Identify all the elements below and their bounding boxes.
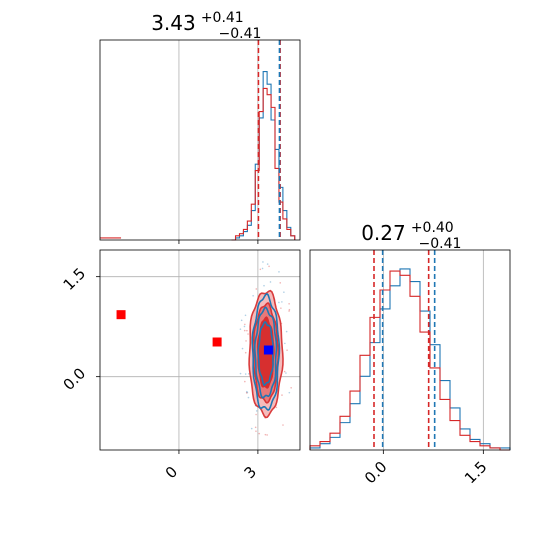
y-axis-ticks: 0.0 1.5 [60,264,100,394]
title-upper-error: +0.41 [201,10,244,26]
sample-point [240,319,243,322]
histogram-panel-parameter-2: 0.0 1.5 0.27 +0.40 −0.41 [309,217,511,487]
sample-point [245,392,248,394]
sample-point [278,301,280,304]
title-value: 3.43 [151,11,196,35]
x-tick-label: 0 [162,463,181,482]
x-axis-ticks: 0.0 1.5 [361,450,491,487]
grid [178,40,259,244]
sample-point [282,424,284,426]
title-upper-error: +0.40 [411,220,454,236]
sample-point [250,427,253,430]
sample-point [283,370,286,373]
y-tick-label: 1.5 [60,264,90,294]
y-tick-label: 0.0 [60,364,90,394]
title-lower-error: −0.41 [219,26,262,42]
sample-point [286,349,288,351]
sample-point [239,328,242,330]
contour-marks [116,261,292,436]
sample-point [255,413,257,416]
sample-point [266,434,268,436]
sample-point [247,396,250,399]
sample-point [255,410,258,412]
sample-point [245,340,247,342]
sample-point [262,261,264,263]
sample-point [269,281,272,283]
histogram-series [309,268,511,451]
quantile-lines [257,40,281,240]
sample-point [259,268,262,271]
sample-point [268,265,270,268]
sample-point [281,301,283,303]
sample-point [246,391,249,394]
sample-point [281,394,283,396]
quantile-lines [373,250,436,450]
sample-point [246,390,248,393]
sample-point [246,329,248,332]
histogram-step-series-2 [231,87,296,241]
sample-point [278,271,280,273]
sample-point [255,430,257,432]
axes-frame [309,249,511,451]
sample-point [280,307,282,309]
sample-point [264,433,267,436]
sample-point [288,310,290,312]
sample-point [283,291,285,293]
axes-frame [99,39,301,241]
truth-marker [263,345,273,355]
sample-point [263,284,265,287]
sample-point [285,372,287,374]
sample-point [288,302,290,305]
axes-frame [99,249,301,451]
grid [382,250,484,450]
histogram-step-series-1 [231,71,296,241]
x-tick-label: 0.0 [361,458,391,488]
blue-contour-level-2 [254,306,278,399]
sample-point [243,325,246,328]
sample-point [290,386,292,389]
sample-point [244,323,246,326]
sample-point [261,267,264,270]
sample-point [243,329,246,332]
histogram-series [100,71,296,241]
sample-point [288,308,291,311]
sample-point [258,432,261,435]
sample-point [279,282,282,284]
blue-contour-level-3 [257,320,274,387]
sample-point [275,406,278,409]
sample-point [252,295,254,297]
sample-point [285,330,288,333]
truth-marker [116,310,126,320]
sample-point [244,351,247,354]
sample-point [266,263,269,265]
sample-point [255,288,258,290]
sample-point [284,342,286,345]
sample-point [247,333,249,335]
sample-point [244,373,247,375]
truth-marker [212,337,222,347]
sample-point [254,426,257,429]
histogram-step-series-2 [309,270,510,451]
blue-contour-level-1 [251,292,281,411]
sample-point [244,380,246,383]
x-tick-label: 3 [241,463,260,482]
x-tick-label: 1.5 [461,458,491,488]
sample-point [241,347,244,350]
sample-point [239,372,242,375]
title-value: 0.27 [361,221,406,245]
panel-title: 0.27 +0.40 −0.41 [361,217,461,252]
sample-point [288,391,291,394]
title-lower-error: −0.41 [419,236,462,252]
sample-point [244,314,247,317]
histogram-panel-parameter-1: 3.43 +0.41 −0.41 [99,7,301,244]
panel-title: 3.43 +0.41 −0.41 [151,7,261,42]
